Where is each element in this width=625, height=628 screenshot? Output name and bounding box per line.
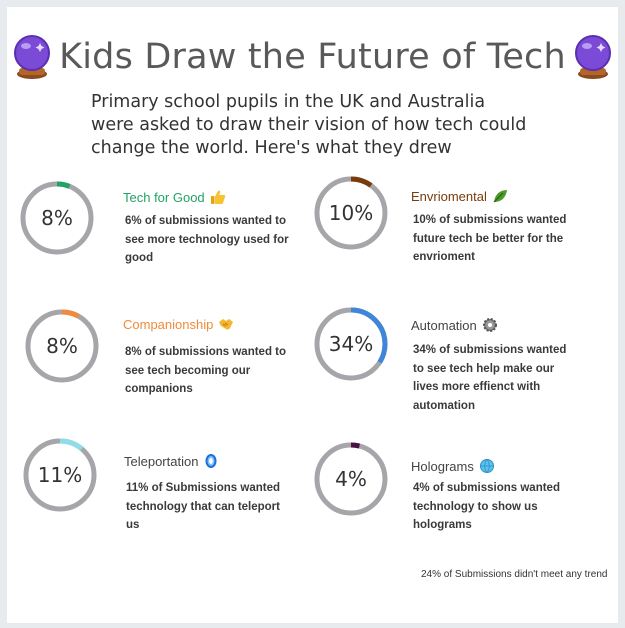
percent-label: 8% — [41, 206, 73, 230]
heading-text: Holograms — [411, 458, 474, 474]
donut-envriomental: 10% — [312, 174, 390, 252]
donut-arc — [314, 442, 388, 516]
percent-label: 4% — [335, 467, 367, 491]
percent-label: 10% — [328, 201, 374, 225]
infographic-card: Kids Draw the Future of Tech Primary sch… — [7, 7, 618, 623]
crystal-ball-icon — [574, 35, 611, 79]
donut-holograms: 4% — [312, 440, 390, 518]
footnote: 24% of Submissions didn't meet any trend — [421, 569, 608, 580]
description-tech-for-good: 6% of submissions wanted to see more tec… — [125, 215, 289, 264]
description-automation: 34% of submissions wanted to see tech he… — [413, 344, 567, 412]
percent-label: 8% — [46, 334, 78, 358]
description-envriomental: 10% of submissions wanted future tech be… — [413, 214, 567, 263]
subtitle: Primary school pupils in the UK and Aust… — [91, 92, 527, 158]
thumbs-up-icon — [210, 190, 225, 204]
portal-icon — [205, 454, 217, 468]
donut-arc — [23, 438, 97, 512]
donut-teleportation: 11% — [21, 436, 99, 514]
heading-text: Tech for Good — [123, 189, 205, 205]
description-companionship: 8% of submissions wanted to see tech bec… — [125, 346, 287, 395]
heading-text: Companionship — [123, 316, 214, 332]
description-holograms: 4% of submissions wanted technology to s… — [413, 482, 560, 531]
page-title: Kids Draw the Future of Tech — [59, 37, 566, 77]
heading-automation: Automation — [411, 317, 498, 333]
donut-arc — [314, 307, 388, 381]
donut-tech-for-good: 8% — [18, 179, 96, 257]
title-row: Kids Draw the Future of Tech — [7, 29, 618, 85]
heading-envriomental: Envriomental — [411, 188, 508, 204]
heading-holograms: Holograms — [411, 458, 495, 474]
donut-arc — [20, 181, 94, 255]
heading-text: Teleportation — [124, 453, 199, 469]
leaf-icon — [493, 190, 507, 203]
heading-text: Automation — [411, 317, 477, 333]
heading-tech-for-good: Tech for Good — [123, 189, 226, 205]
gear-icon — [482, 318, 497, 332]
description-teleportation: 11% of Submissions wanted technology tha… — [126, 482, 281, 531]
heading-text: Envriomental — [411, 188, 487, 204]
globe-icon — [479, 459, 494, 473]
crystal-ball-icon — [14, 35, 51, 79]
donut-companionship: 8% — [23, 307, 101, 385]
heading-teleportation: Teleportation — [124, 453, 219, 469]
donut-arc — [25, 309, 99, 383]
heading-companionship: Companionship — [123, 316, 234, 332]
handshake-icon — [219, 319, 234, 330]
donut-automation: 34% — [312, 305, 390, 383]
donut-arc — [314, 176, 388, 250]
percent-label: 34% — [328, 332, 374, 356]
percent-label: 11% — [37, 463, 83, 487]
